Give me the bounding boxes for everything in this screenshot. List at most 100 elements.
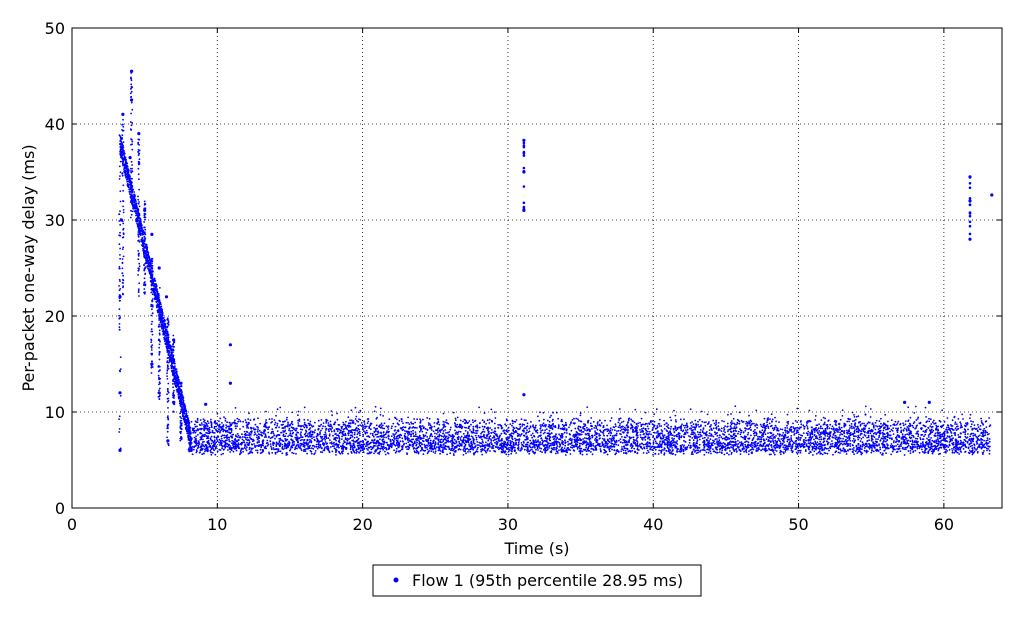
data-point [707,423,709,425]
data-point [238,447,240,449]
data-point [577,448,579,450]
data-point [416,440,418,442]
data-point [130,198,132,200]
data-point [122,119,124,121]
data-point [796,421,798,423]
data-point [168,322,170,324]
data-point [155,298,157,300]
data-point [684,427,686,429]
data-point [215,426,217,428]
data-point [143,244,145,246]
data-point [137,142,139,144]
data-point [426,447,428,449]
data-point [797,427,799,429]
data-point [602,438,604,440]
data-point [130,92,132,94]
data-point [582,438,584,440]
data-point [897,422,899,424]
data-point [131,79,133,81]
data-point [910,450,912,452]
data-point [140,219,142,221]
data-point [509,423,511,425]
data-point [698,426,700,428]
data-point [130,196,132,198]
data-point [159,311,161,313]
data-point [151,276,153,278]
data-point [129,191,131,193]
data-point [964,433,966,435]
data-point [568,449,570,451]
data-point [972,435,974,437]
data-point [854,432,856,434]
data-point [922,430,924,432]
data-point [380,448,382,450]
data-point [405,443,407,445]
data-point [168,400,170,402]
data-point [555,433,557,435]
data-point [953,447,955,449]
data-point [122,248,124,250]
data-point [225,427,227,429]
data-point [423,437,425,439]
data-point [119,254,121,256]
data-point [151,328,153,330]
data-point [495,446,497,448]
data-point [300,429,302,431]
data-point [508,454,510,456]
data-point [301,429,303,431]
data-point [769,418,771,420]
data-point [853,427,855,429]
data-point [180,406,182,408]
data-point [760,424,762,426]
data-point [167,407,169,409]
data-point [437,431,439,433]
data-point [725,446,727,448]
data-point [628,420,630,422]
data-point [954,434,956,436]
data-point [320,451,322,453]
data-point [855,426,857,428]
data-point [382,425,384,427]
data-point [922,446,924,448]
data-point [885,441,887,443]
data-point [152,306,154,308]
data-point [861,446,863,448]
data-point [501,428,503,430]
data-point [675,421,677,423]
data-point [740,436,742,438]
data-point [137,210,139,212]
data-point [317,428,319,430]
data-point [161,309,163,311]
data-point [720,436,722,438]
data-point [171,366,173,368]
data-point [323,434,325,436]
data-point [919,452,921,454]
data-point [604,420,606,422]
data-point [167,357,169,359]
data-point [150,353,152,355]
data-point [542,429,544,431]
data-point [565,436,567,438]
data-point [142,243,144,245]
data-point [260,432,262,434]
data-point [122,190,124,192]
data-point [152,334,154,336]
data-point [122,273,124,275]
data-point [225,420,227,422]
data-point [473,454,475,456]
data-point [546,441,548,443]
data-point [523,424,525,426]
data-point [590,451,592,453]
data-point [319,431,321,433]
data-point [119,266,121,268]
data-point [162,334,164,336]
data-point [246,431,248,433]
data-point [150,272,152,274]
data-point [832,425,834,427]
data-point [143,254,145,256]
data-point [480,449,482,451]
data-point [131,194,133,196]
data-point [180,409,182,411]
data-point [714,423,716,425]
data-point [119,175,121,177]
